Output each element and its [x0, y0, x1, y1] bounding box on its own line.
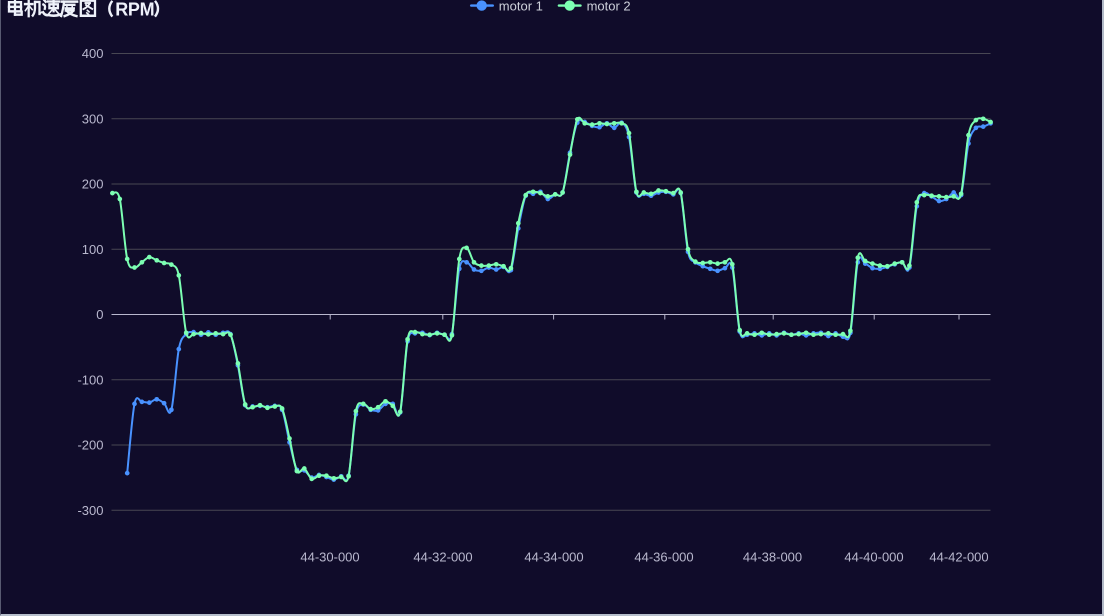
svg-text:-100: -100 — [77, 372, 103, 387]
svg-text:motor 2: motor 2 — [587, 0, 631, 13]
svg-text:0: 0 — [96, 307, 103, 322]
svg-text:-200: -200 — [77, 438, 103, 453]
svg-text:44-30-000: 44-30-000 — [300, 550, 359, 565]
svg-text:-300: -300 — [77, 503, 103, 518]
svg-text:44-42-000: 44-42-000 — [929, 550, 988, 565]
svg-text:300: 300 — [82, 111, 104, 126]
svg-text:44-32-000: 44-32-000 — [413, 550, 472, 565]
svg-text:400: 400 — [82, 46, 104, 61]
svg-text:44-40-000: 44-40-000 — [844, 550, 903, 565]
svg-text:200: 200 — [82, 177, 104, 192]
svg-text:44-36-000: 44-36-000 — [634, 550, 693, 565]
svg-text:44-38-000: 44-38-000 — [743, 550, 802, 565]
svg-text:RPM: RPM — [115, 0, 154, 19]
svg-text:100: 100 — [82, 242, 104, 257]
svg-text:44-34-000: 44-34-000 — [524, 550, 583, 565]
svg-text:motor 1: motor 1 — [499, 0, 543, 13]
